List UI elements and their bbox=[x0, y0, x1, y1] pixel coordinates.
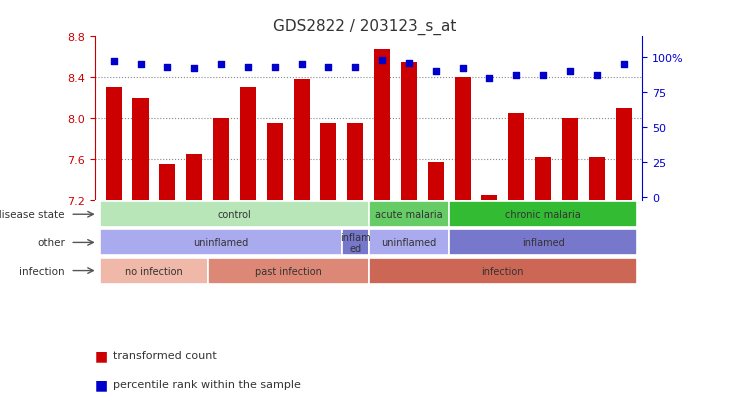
Bar bbox=[100, 230, 342, 256]
Bar bbox=[320, 124, 337, 201]
Point bbox=[564, 69, 576, 76]
Point bbox=[376, 58, 388, 64]
Point bbox=[350, 64, 361, 71]
Text: percentile rank within the sample: percentile rank within the sample bbox=[113, 379, 301, 389]
Bar bbox=[535, 158, 551, 201]
Text: past infection: past infection bbox=[255, 266, 322, 276]
Text: ■: ■ bbox=[95, 348, 108, 362]
Bar bbox=[615, 109, 631, 201]
Text: ■: ■ bbox=[95, 377, 108, 391]
Bar bbox=[562, 119, 578, 201]
Text: inflam
ed: inflam ed bbox=[340, 232, 371, 254]
Bar bbox=[159, 165, 175, 201]
Bar bbox=[240, 88, 256, 201]
Bar bbox=[132, 98, 149, 201]
Point bbox=[430, 69, 442, 76]
Point bbox=[618, 62, 629, 69]
Point bbox=[188, 66, 200, 73]
Point bbox=[215, 62, 227, 69]
Point bbox=[403, 60, 415, 67]
Bar bbox=[428, 163, 444, 201]
Bar bbox=[100, 258, 207, 284]
Bar bbox=[100, 202, 369, 228]
Text: transformed count: transformed count bbox=[113, 350, 217, 360]
Bar bbox=[481, 196, 497, 201]
Bar bbox=[449, 202, 637, 228]
Bar bbox=[455, 78, 471, 201]
Text: control: control bbox=[218, 210, 251, 220]
Point bbox=[134, 62, 146, 69]
Text: uninflamed: uninflamed bbox=[381, 238, 437, 248]
Bar bbox=[106, 88, 122, 201]
Bar bbox=[347, 124, 364, 201]
Bar bbox=[266, 124, 283, 201]
Bar bbox=[369, 202, 449, 228]
Point bbox=[161, 64, 173, 71]
Text: disease state: disease state bbox=[0, 210, 65, 220]
Bar bbox=[213, 119, 229, 201]
Bar bbox=[374, 50, 390, 201]
Bar bbox=[588, 158, 605, 201]
Bar bbox=[369, 258, 637, 284]
Text: infection: infection bbox=[482, 266, 524, 276]
Point bbox=[242, 64, 254, 71]
Bar bbox=[449, 230, 637, 256]
Bar bbox=[508, 114, 524, 201]
Point bbox=[323, 64, 334, 71]
Point bbox=[537, 73, 549, 80]
Text: GDS2822 / 203123_s_at: GDS2822 / 203123_s_at bbox=[273, 19, 457, 35]
Point bbox=[591, 73, 603, 80]
Bar bbox=[293, 80, 310, 201]
Text: uninflamed: uninflamed bbox=[193, 238, 249, 248]
Point bbox=[483, 76, 495, 83]
Text: infection: infection bbox=[19, 266, 65, 276]
Point bbox=[269, 64, 280, 71]
Text: chronic malaria: chronic malaria bbox=[505, 210, 581, 220]
Point bbox=[296, 62, 307, 69]
Point bbox=[108, 59, 120, 66]
Point bbox=[510, 73, 522, 80]
Bar bbox=[207, 258, 369, 284]
Text: acute malaria: acute malaria bbox=[375, 210, 442, 220]
Text: no infection: no infection bbox=[125, 266, 182, 276]
Bar bbox=[342, 230, 369, 256]
Bar bbox=[401, 63, 417, 201]
Point bbox=[457, 66, 469, 73]
Text: other: other bbox=[37, 238, 65, 248]
Text: inflamed: inflamed bbox=[522, 238, 564, 248]
Bar bbox=[369, 230, 449, 256]
Bar bbox=[186, 155, 202, 201]
